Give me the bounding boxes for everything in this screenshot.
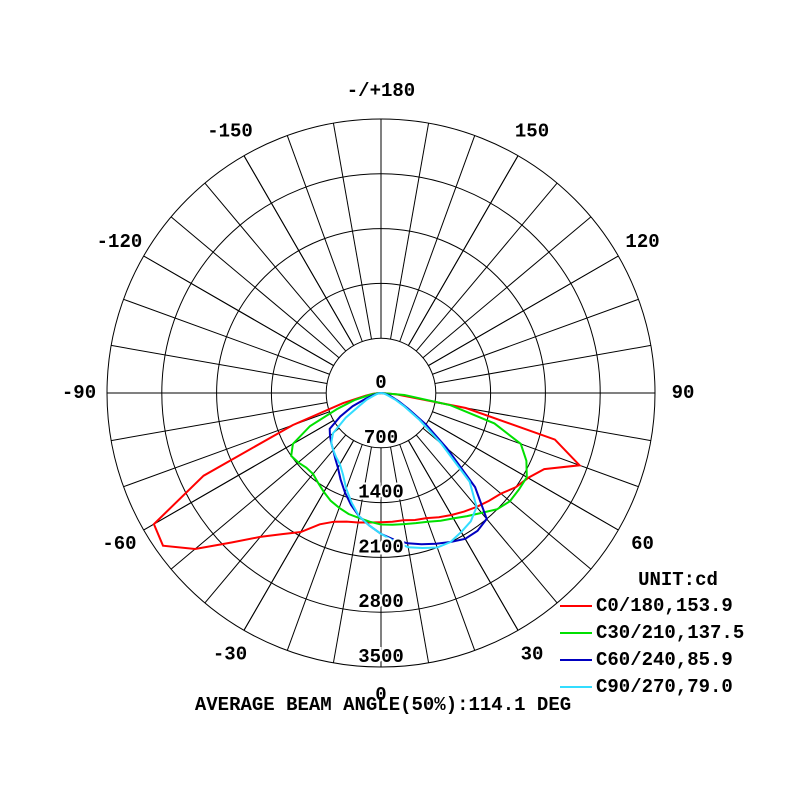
legend-label: C90/270,79.0 [596,676,733,698]
angle-grid-line [428,255,619,367]
angle-label: -60 [102,533,136,555]
angle-label: 150 [515,120,549,142]
angle-label: -/+180 [347,80,415,102]
angle-label: -120 [97,231,143,253]
series-line [330,392,478,550]
r-tick-label: 1400 [358,482,404,504]
angle-grid-line [407,155,519,346]
angle-grid-line [143,255,334,367]
r-tick-label: 3500 [358,646,404,668]
series-line [152,392,582,551]
angle-label: 0 [375,684,386,706]
angle-grid-line [243,155,355,346]
legend-label: C60/240,85.9 [596,649,733,671]
angle-grid-line [428,419,619,531]
angle-label: -90 [62,382,96,404]
legend-label: C0/180,153.9 [596,595,733,617]
legend-title: UNIT:cd [638,569,718,591]
angle-label: 30 [521,644,544,666]
footer: AVERAGE BEAM ANGLE(50%):114.1 DEG [195,694,571,716]
r-tick-label: 2100 [358,536,404,558]
angle-grid-line [407,440,519,631]
legend-label: C30/210,137.5 [596,622,744,644]
angle-label: -30 [213,644,247,666]
angle-label: 120 [625,231,659,253]
angle-label: 90 [672,382,695,404]
angle-label: -150 [207,120,253,142]
r-tick-label: 0 [375,372,386,394]
r-tick-label: 700 [364,427,398,449]
angle-label: 60 [631,533,654,555]
angle-grid-line [143,419,334,531]
r-tick-label: 2800 [358,591,404,613]
angle-grid-line [243,440,355,631]
series-line [290,392,528,526]
